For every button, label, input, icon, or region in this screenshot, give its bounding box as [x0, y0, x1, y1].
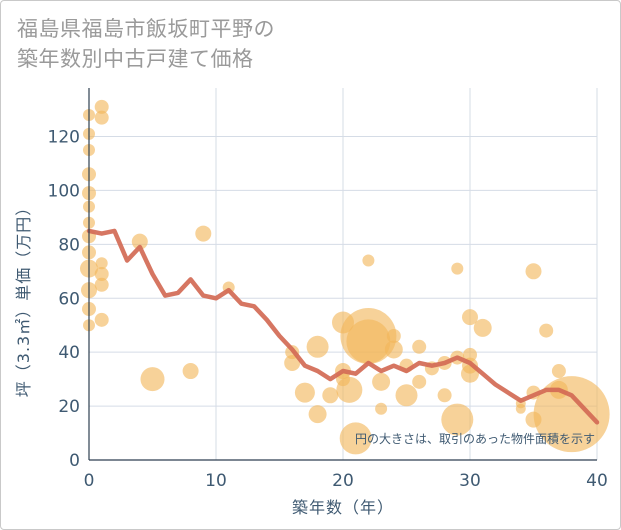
data-point	[336, 376, 363, 403]
data-point	[515, 403, 526, 414]
data-point	[182, 363, 199, 380]
x-tick-label: 40	[586, 471, 608, 491]
data-point	[462, 309, 478, 326]
data-point	[306, 335, 329, 358]
data-point	[441, 403, 474, 436]
trend-series	[86, 228, 600, 425]
data-point	[473, 318, 492, 337]
data-point	[539, 323, 554, 338]
size-note: 円の大きさは、取引のあった物件面積を示す	[355, 431, 595, 446]
data-point	[437, 388, 452, 403]
data-point	[463, 347, 477, 362]
y-tick-label: 100	[48, 181, 80, 201]
y-tick-label: 0	[69, 451, 80, 471]
data-point	[525, 263, 542, 280]
y-tick-label: 20	[58, 397, 80, 417]
data-point	[94, 267, 109, 281]
data-point	[284, 354, 301, 371]
data-point	[412, 339, 427, 354]
data-point	[339, 422, 372, 455]
data-point	[294, 382, 315, 403]
y-axis-label: 坪（3.3㎡）単価（万円）	[14, 199, 33, 397]
data-point	[95, 257, 108, 270]
x-tick-label: 10	[205, 471, 227, 491]
data-point	[94, 312, 109, 327]
axes: 0 20 40 60 80 100 120 0 10 20 30 40	[48, 88, 608, 491]
data-point	[384, 340, 403, 359]
chart-title-line2: 築年数別中古戸建て価格	[17, 47, 254, 71]
data-point	[94, 277, 109, 292]
data-point	[308, 405, 327, 424]
data-point	[533, 376, 610, 453]
data-point	[386, 329, 401, 343]
trend-line	[86, 228, 600, 425]
data-point	[140, 367, 165, 392]
chart-title: 福島県福島市飯坂町平野の 築年数別中古戸建て価格	[17, 14, 275, 74]
x-tick-label: 30	[459, 471, 481, 491]
chart-title-line1: 福島県福島市飯坂町平野の	[17, 17, 275, 41]
y-tick-label: 120	[48, 128, 80, 148]
bubble-series	[80, 99, 610, 455]
data-point	[322, 387, 339, 404]
data-point	[195, 225, 212, 242]
data-point	[372, 372, 391, 391]
y-tick-label: 80	[58, 235, 80, 255]
data-point	[551, 364, 566, 379]
x-tick-label: 0	[84, 471, 95, 491]
data-point	[451, 262, 464, 275]
x-tick-label: 20	[332, 471, 354, 491]
data-point	[362, 254, 375, 267]
y-tick-label: 40	[58, 343, 80, 363]
data-point	[375, 402, 388, 415]
data-point	[131, 233, 148, 250]
data-point	[346, 319, 391, 364]
y-tick-label: 60	[58, 289, 80, 309]
data-point	[94, 110, 109, 125]
data-point	[412, 374, 427, 389]
data-point	[94, 99, 109, 114]
x-axis-label: 築年数（年）	[292, 498, 394, 517]
data-point	[395, 384, 418, 407]
